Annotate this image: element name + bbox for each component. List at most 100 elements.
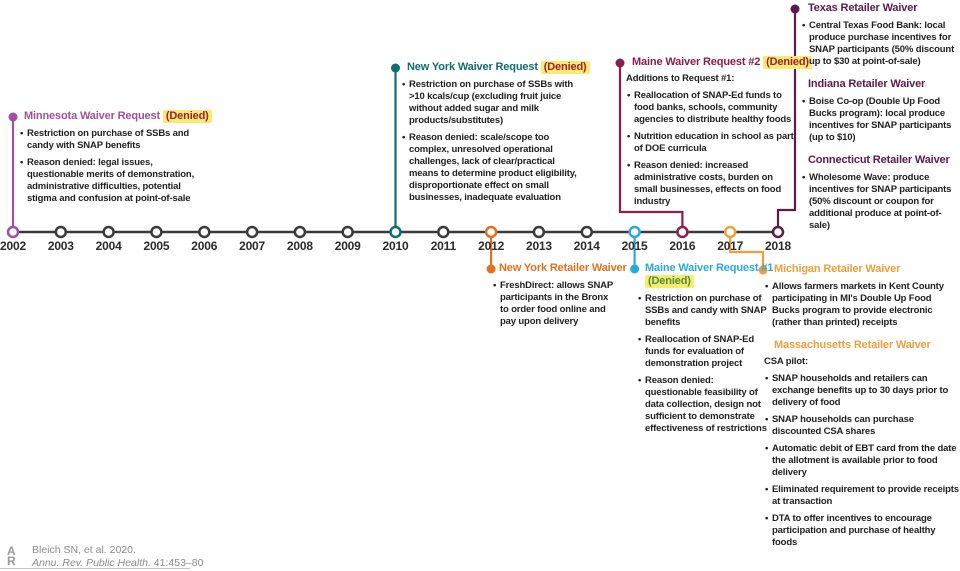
bullet-item: Reason denied: questionable feasibility … <box>637 375 770 435</box>
event-title-new-york-waiver: New York Waiver Request (Denied) <box>401 61 590 74</box>
event-title-indiana: Indiana Retailer Waiver <box>808 78 926 90</box>
event-title-text: Maine Waiver Request #2 <box>632 56 761 68</box>
logo-letter-r: R <box>7 554 16 568</box>
event-intro-maine-2: Additions to Request #1: <box>626 73 735 84</box>
event-bullets-texas: Central Texas Food Bank: local produce p… <box>801 20 959 68</box>
year-marker-2017 <box>723 225 737 239</box>
event-bullets-maine-2: Reallocation of SNAP-Ed funds to food ba… <box>626 90 796 208</box>
year-marker-2015 <box>628 225 641 239</box>
denied-badge: (Denied) <box>162 110 212 123</box>
year-marker-2008 <box>293 225 307 239</box>
bullet-item: Reason denied: increased administrative … <box>626 160 796 208</box>
event-dot-new-york-retailer <box>486 264 496 274</box>
year-label-2006: 2006 <box>191 239 218 253</box>
bullet-item: Reason denied: scale/scope too complex, … <box>401 132 586 204</box>
bullet-item: DTA to offer incentives to encourage par… <box>764 513 960 549</box>
bullet-item: Reallocation of SNAP-Ed funds for evalua… <box>637 334 770 370</box>
event-dot-maine-1 <box>630 264 640 274</box>
year-label-2007: 2007 <box>239 239 266 253</box>
event-bullets-new-york-waiver: Restriction on purchase of SSBs with >10… <box>401 79 586 204</box>
event-bullets-new-york-retailer: FreshDirect: allows SNAP participants in… <box>492 280 616 328</box>
event-title-text: New York Waiver Request <box>407 61 538 73</box>
year-label-2017: 2017 <box>717 239 744 253</box>
year-marker-2013 <box>532 225 546 239</box>
bullet-item: SNAP households and retailers can exchan… <box>764 373 960 409</box>
year-marker-2012 <box>484 225 498 239</box>
year-marker-2009 <box>341 225 354 239</box>
bullet-item: Nutrition education in school as part of… <box>626 131 796 155</box>
event-title-text: Maine Waiver Request #1 <box>645 262 774 274</box>
event-dot-maine-2 <box>615 58 625 68</box>
event-bullets-minnesota: Restriction on purchase of SSBs and cand… <box>19 128 209 205</box>
event-title-text: Minnesota Waiver Request <box>24 110 160 122</box>
year-label-2013: 2013 <box>525 239 552 253</box>
citation: A R Bleich SN, et al. 2020. Annu. Rev. P… <box>7 544 203 569</box>
citation-text: Bleich SN, et al. 2020. Annu. Rev. Publi… <box>32 544 203 569</box>
bullet-item: SNAP households can purchase discounted … <box>764 414 960 438</box>
event-bullets-connecticut: Wholesome Wave: produce incentives for S… <box>801 172 959 232</box>
denied-badge: (Denied) <box>540 61 590 74</box>
event-title-new-york-retailer: New York Retailer Waiver <box>499 262 627 274</box>
bullet-item: Reallocation of SNAP-Ed funds to food ba… <box>626 90 796 126</box>
event-bullets-indiana: Boise Co-op (Double Up Food Bucks progra… <box>801 96 959 144</box>
year-label-2016: 2016 <box>669 239 696 253</box>
bullet-item: Restriction on purchase of SSBs and cand… <box>19 128 209 152</box>
event-block-texas-group: Texas Retailer Waiver Central Texas Food… <box>801 2 959 232</box>
event-bullets-michigan: Allows farmers markets in Kent County pa… <box>764 281 960 329</box>
citation-authors: Bleich SN, et al. 2020. <box>32 544 136 556</box>
bullet-item: Wholesome Wave: produce incentives for S… <box>801 172 959 232</box>
year-label-2002: 2002 <box>0 239 26 253</box>
event-title-minnesota: Minnesota Waiver Request (Denied) <box>19 110 212 123</box>
denied-badge: (Denied) <box>645 275 694 288</box>
year-label-2014: 2014 <box>573 239 600 253</box>
year-marker-2002 <box>6 225 20 239</box>
event-title-maine-1: Maine Waiver Request #1 (Denied) <box>637 262 774 288</box>
year-label-2010: 2010 <box>382 239 409 253</box>
year-label-2012: 2012 <box>478 239 505 253</box>
bullet-item: FreshDirect: allows SNAP participants in… <box>492 280 616 328</box>
year-marker-2014 <box>580 225 594 239</box>
event-block-michigan-group: Michigan Retailer Waiver Allows farmers … <box>764 263 960 549</box>
connector-michigan-group <box>729 232 765 270</box>
event-block-minnesota: Minnesota Waiver Request (Denied) Restri… <box>19 110 212 205</box>
event-dot-minnesota <box>8 112 18 122</box>
annual-reviews-logo: A R <box>7 544 27 568</box>
citation-volume-pages: 41:453–80 <box>150 556 204 569</box>
bullet-item: Central Texas Food Bank: local produce p… <box>801 20 959 68</box>
denied-badge: (Denied) <box>763 56 812 69</box>
event-block-maine-1: Maine Waiver Request #1 (Denied) Restric… <box>637 262 774 435</box>
event-title-massachusetts: Massachusetts Retailer Waiver <box>774 339 931 351</box>
event-dot-michigan-group <box>758 265 768 275</box>
event-bullets-massachusetts: SNAP households and retailers can exchan… <box>764 373 960 549</box>
event-bullets-maine-1: Restriction on purchase of SSBs and cand… <box>637 293 770 435</box>
year-marker-2004 <box>102 225 115 239</box>
event-dot-texas-group <box>790 4 800 14</box>
logo-letter-a: A <box>7 544 16 558</box>
year-marker-2007 <box>245 225 259 239</box>
year-marker-2016 <box>676 225 689 239</box>
event-title-michigan: Michigan Retailer Waiver <box>774 263 901 275</box>
bullet-item: Restriction on purchase of SSBs with >10… <box>401 79 586 127</box>
year-label-2018: 2018 <box>765 239 791 253</box>
year-label-2005: 2005 <box>143 239 170 253</box>
event-block-new-york-waiver: New York Waiver Request (Denied) Restric… <box>401 61 590 204</box>
bullet-item: Allows farmers markets in Kent County pa… <box>764 281 960 329</box>
year-marker-2006 <box>198 225 211 239</box>
event-title-connecticut: Connecticut Retailer Waiver <box>808 154 950 166</box>
year-marker-2005 <box>150 225 163 239</box>
year-label-2004: 2004 <box>95 239 122 253</box>
year-label-2015: 2015 <box>621 239 648 253</box>
year-marker-2003 <box>54 225 68 239</box>
year-marker-2010 <box>389 225 402 239</box>
citation-source: Annu. Rev. Public Health. 41:453–80 <box>32 557 203 570</box>
year-marker-2011 <box>437 225 450 239</box>
bullet-item: Automatic debit of EBT card from the dat… <box>764 443 960 479</box>
year-label-2011: 2011 <box>430 239 456 253</box>
bullet-item: Restriction on purchase of SSBs and cand… <box>637 293 770 329</box>
year-label-2008: 2008 <box>286 239 313 253</box>
footer-rule <box>0 568 190 569</box>
event-title-texas: Texas Retailer Waiver <box>808 2 918 14</box>
event-block-new-york-retailer: New York Retailer Waiver FreshDirect: al… <box>492 262 627 328</box>
year-label-2003: 2003 <box>47 239 74 253</box>
